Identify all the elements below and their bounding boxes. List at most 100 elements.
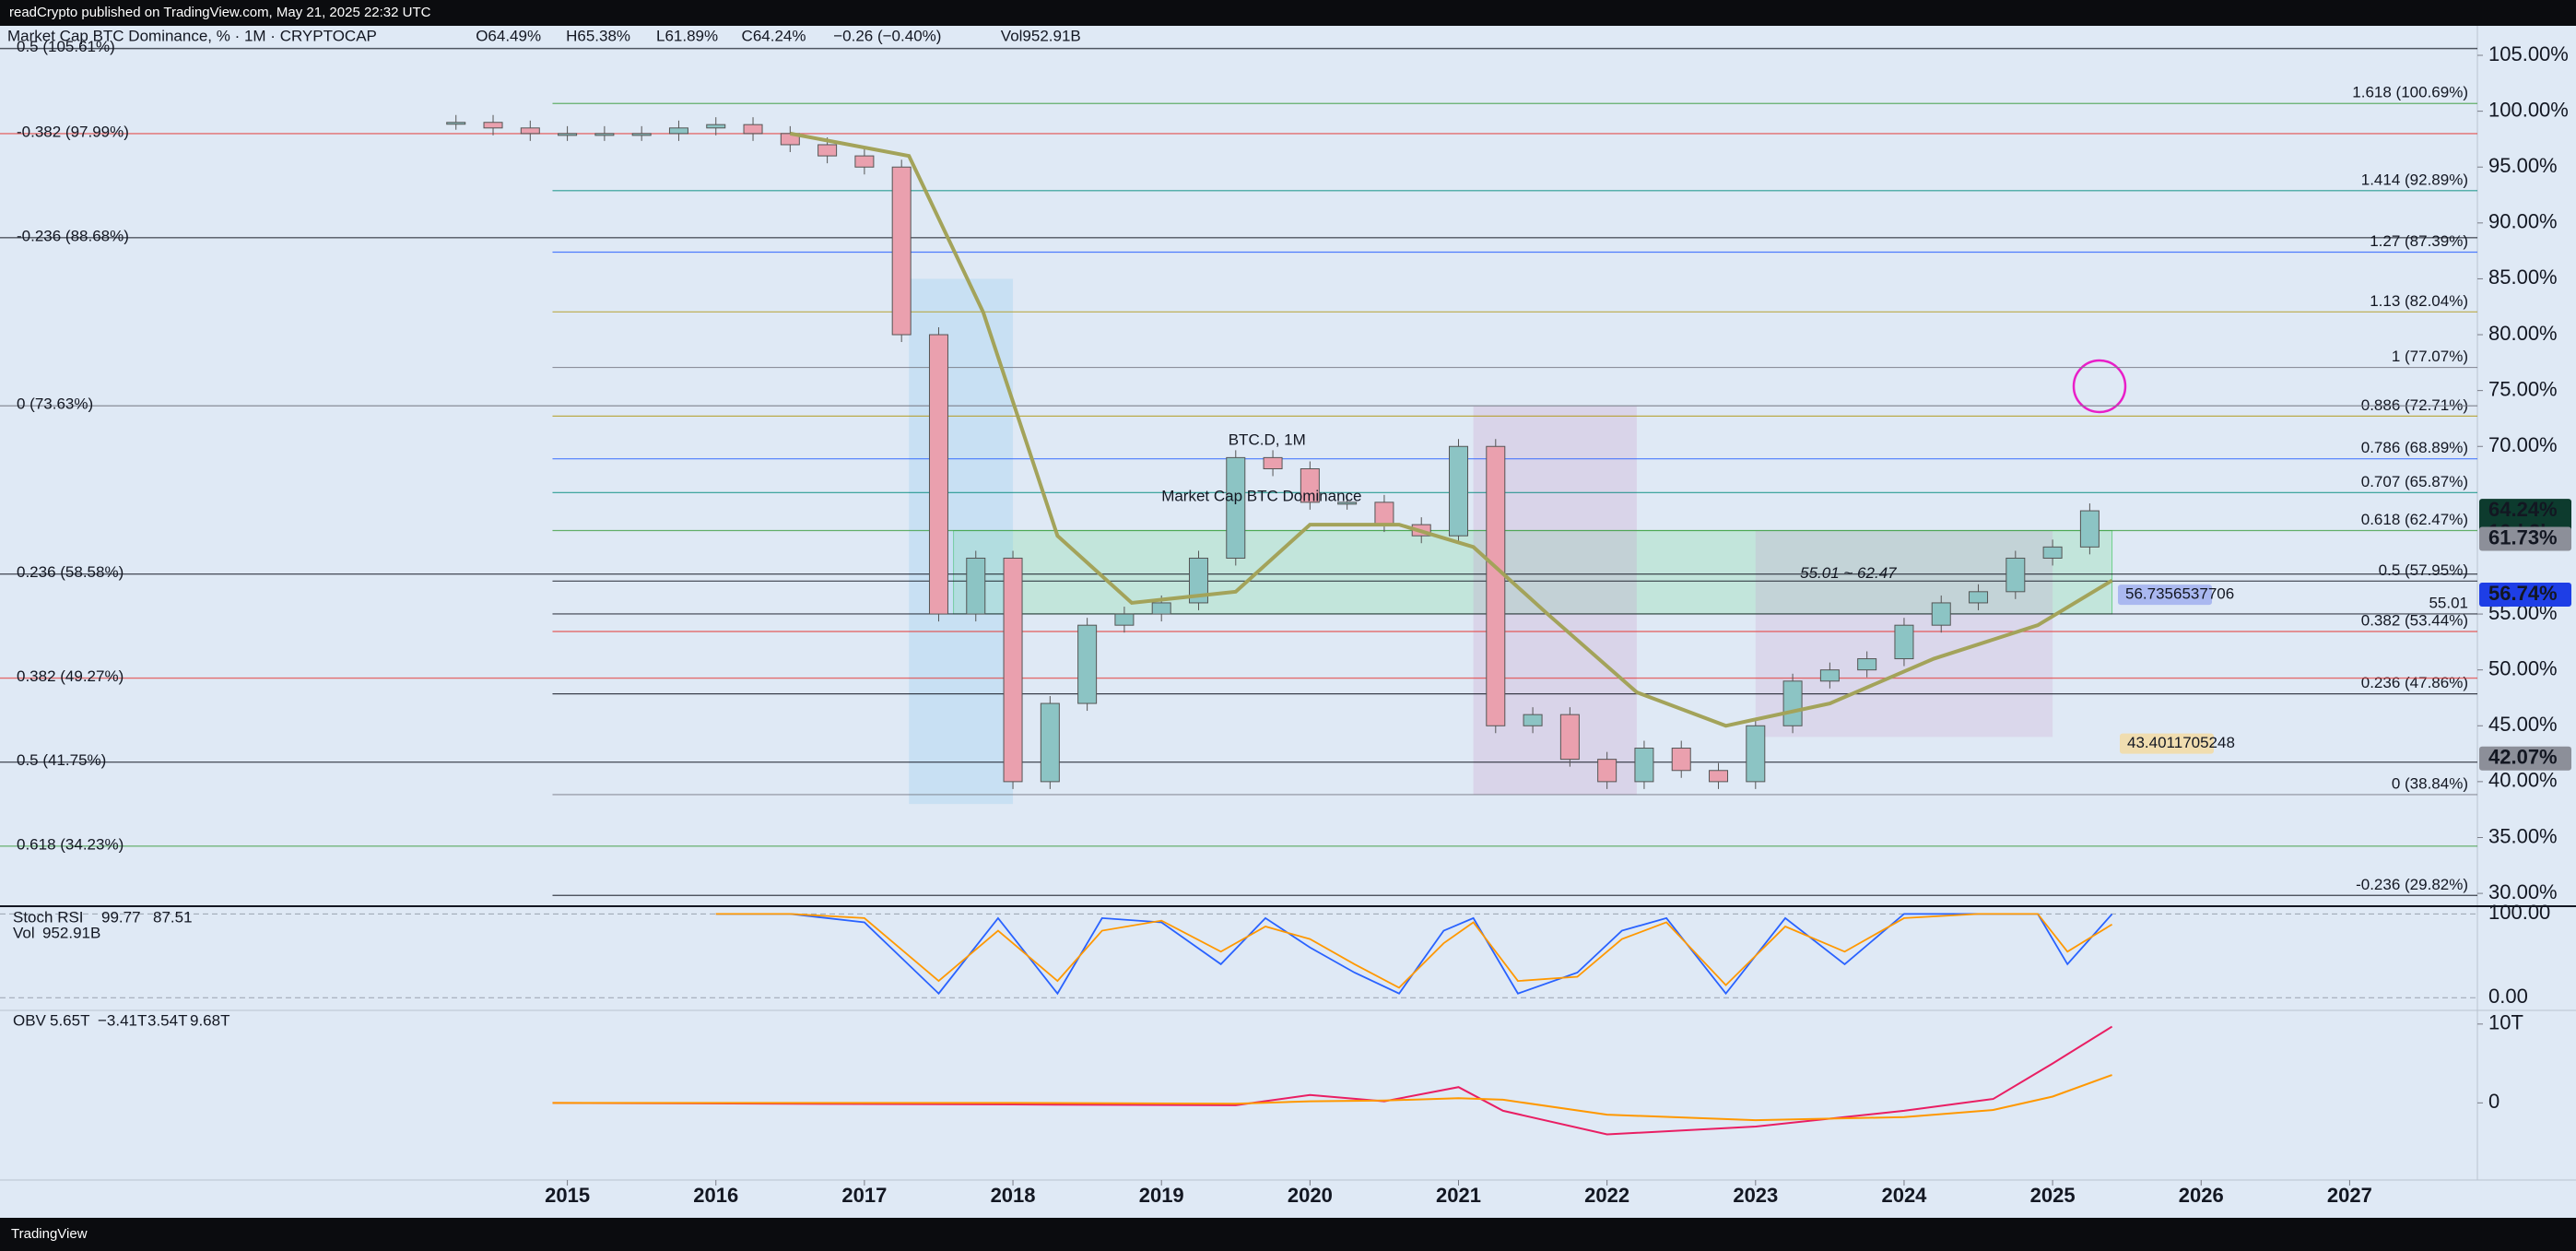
stoch-line (715, 913, 2113, 989)
candle (1709, 770, 1729, 783)
price-tick-label: 90.00% (2488, 210, 2558, 233)
stoch-tick-label: 0.00 (2488, 985, 2528, 1008)
year-label: 2016 (693, 1184, 738, 1207)
fib-label: 0.236 (58.58%) (17, 563, 124, 581)
year-label: 2027 (2327, 1184, 2372, 1207)
fib-label: -0.236 (88.68%) (17, 227, 129, 244)
candle (2006, 557, 2026, 593)
candle (1819, 669, 1840, 682)
candle (520, 127, 540, 135)
legend-item: Vol952.91B (1001, 27, 1081, 44)
candle (1300, 467, 1320, 503)
fib-label: -0.382 (97.99%) (17, 123, 129, 140)
year-label: 2024 (1881, 1184, 1927, 1207)
pane-legend: 952.91B (42, 924, 100, 941)
price-tick-label: 105.00% (2488, 42, 2569, 65)
year-label: 2023 (1733, 1184, 1778, 1207)
year-label: 2015 (545, 1184, 590, 1207)
pane-legend: 5.65T (50, 1011, 89, 1029)
candle (966, 557, 986, 615)
candle (1559, 714, 1580, 761)
candle (483, 122, 503, 129)
legend-item: −0.26 (−0.40%) (833, 27, 941, 44)
published-text: readCrypto published on TradingView.com,… (9, 5, 431, 20)
candle (1188, 557, 1208, 604)
candle (2079, 510, 2100, 548)
candle (2042, 546, 2063, 559)
obv-line (552, 1025, 2113, 1136)
fib-label: 0.236 (47.86%) (2361, 674, 2468, 691)
candle (1671, 748, 1691, 772)
legend-item: C64.24% (742, 27, 806, 44)
fib-label: 0.5 (57.95%) (2379, 561, 2468, 579)
fib-label: 1.13 (82.04%) (2370, 292, 2468, 310)
candle (1040, 702, 1060, 783)
price-tag-text: 56.7356537706 (2125, 585, 2234, 603)
fib-label: 0.382 (49.27%) (17, 667, 124, 685)
pane-legend: 9.68T (190, 1011, 229, 1029)
fib-label: 0.707 (65.87%) (2361, 473, 2468, 490)
price-tick-label: 50.00% (2488, 656, 2558, 679)
obv-line (552, 1074, 2112, 1122)
price-badge (2479, 526, 2571, 551)
fib-label: 0.382 (53.44%) (2361, 611, 2468, 629)
price-tick-label: 35.00% (2488, 824, 2558, 847)
year-label: 2021 (1436, 1184, 1481, 1207)
price-badge-label: 56.74% (2488, 582, 2558, 605)
candle (1003, 557, 1023, 783)
obv-tick-label: 0 (2488, 1090, 2500, 1113)
bottom-bar (0, 1218, 2576, 1251)
pane-legend: 3.54T (147, 1011, 187, 1029)
fib-label: 0.5 (105.61%) (17, 38, 115, 55)
legend-item: H65.38% (566, 27, 630, 44)
pane-legend: −3.41T (98, 1011, 147, 1029)
fib-label: 0 (73.63%) (17, 395, 93, 413)
price-tick-label: 85.00% (2488, 266, 2558, 289)
candle (1449, 445, 1469, 537)
year-label: 2017 (841, 1184, 887, 1207)
legend-item: Market Cap BTC Dominance, % · 1M · CRYPT… (7, 27, 377, 44)
fib-label: 0.618 (34.23%) (17, 835, 124, 853)
fib-label: 0.5 (41.75%) (17, 751, 106, 769)
price-badge (2479, 746, 2571, 771)
price-tick-label: 40.00% (2488, 769, 2558, 792)
year-label: 2026 (2179, 1184, 2224, 1207)
pane-legend: 87.51 (153, 908, 193, 926)
price-badge (2479, 582, 2571, 607)
candle (446, 122, 466, 125)
candle (631, 133, 652, 136)
candle (1894, 624, 1914, 660)
legend-item: L61.89% (656, 27, 718, 44)
candle (891, 166, 912, 336)
candle (1931, 602, 1951, 626)
candle (1337, 502, 1358, 505)
fib-label: 0 (38.84%) (2392, 774, 2468, 792)
fib-label: 0.786 (68.89%) (2361, 439, 2468, 456)
year-label: 2019 (1139, 1184, 1184, 1207)
fib-label: 1 (77.07%) (2392, 348, 2468, 365)
candle (1077, 624, 1098, 704)
candle (928, 334, 948, 615)
watermark: BTC.D, 1M (1229, 431, 1306, 449)
price-tick-label: 100.00% (2488, 98, 2569, 121)
stoch-tick-label: 100.00 (2488, 901, 2550, 924)
circle-annotation (2072, 359, 2127, 414)
candle (1634, 748, 1654, 783)
price-tick-label: 80.00% (2488, 322, 2558, 345)
candle (1151, 602, 1171, 615)
price-tick-label: 95.00% (2488, 154, 2558, 177)
candle (706, 124, 726, 129)
candle (558, 133, 578, 136)
price-tag-text: 43.4011705248 (2127, 734, 2235, 751)
price-tick-label: 45.00% (2488, 713, 2558, 736)
moving-average (789, 131, 2113, 728)
candle (594, 133, 615, 136)
top-bar (0, 0, 2576, 26)
candle (668, 127, 688, 135)
price-tick-label: 70.00% (2488, 433, 2558, 456)
year-label: 2020 (1288, 1184, 1333, 1207)
pane-legend: Vol (13, 924, 35, 941)
pane-legend: 99.77 (101, 908, 141, 926)
pane-legend: OBV (13, 1011, 47, 1029)
